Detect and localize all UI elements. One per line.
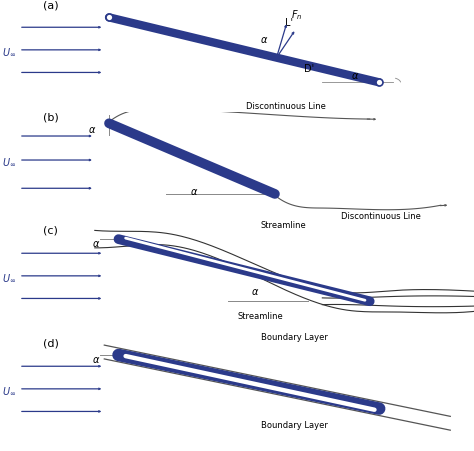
Text: $\alpha$: $\alpha$	[260, 35, 268, 45]
Text: $\alpha$: $\alpha$	[92, 239, 101, 249]
Text: Streamline: Streamline	[261, 221, 307, 230]
Text: (b): (b)	[43, 112, 58, 122]
Text: $\alpha$: $\alpha$	[88, 124, 96, 134]
Text: $U_\infty$: $U_\infty$	[2, 385, 17, 396]
Text: $U_\infty$: $U_\infty$	[2, 46, 17, 58]
Text: Discontinuous Line: Discontinuous Line	[341, 212, 421, 221]
Text: (c): (c)	[43, 225, 57, 235]
Text: $\alpha$: $\alpha$	[92, 354, 101, 364]
Text: Streamline: Streamline	[237, 312, 283, 321]
Text: (d): (d)	[43, 337, 58, 347]
Text: Boundary Layer: Boundary Layer	[261, 333, 328, 342]
Text: $U_\infty$: $U_\infty$	[2, 272, 17, 284]
Text: $\alpha$: $\alpha$	[351, 71, 359, 81]
Text: $\alpha$: $\alpha$	[190, 187, 198, 197]
Text: $U_\infty$: $U_\infty$	[2, 156, 17, 168]
Text: D': D'	[304, 64, 314, 74]
Text: Boundary Layer: Boundary Layer	[261, 420, 328, 429]
Text: Discontinuous Line: Discontinuous Line	[246, 101, 327, 110]
Text: $F_n$: $F_n$	[291, 9, 302, 23]
Text: $\alpha$: $\alpha$	[251, 286, 260, 297]
Text: (a): (a)	[43, 0, 58, 10]
Text: L': L'	[285, 18, 293, 28]
